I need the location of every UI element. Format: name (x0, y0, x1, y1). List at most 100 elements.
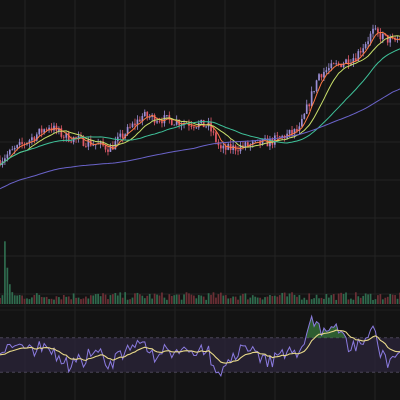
volume-bar (67, 296, 70, 304)
candle (220, 142, 222, 152)
candle (303, 113, 306, 120)
volume-bar (168, 294, 171, 304)
candle (158, 117, 161, 124)
volume-bar (163, 297, 166, 304)
volume-bar (237, 299, 239, 304)
candle (210, 117, 212, 137)
volume-bar (129, 299, 131, 304)
candle (315, 79, 318, 93)
volume-bar (396, 298, 399, 304)
volume-bar (141, 295, 144, 304)
volume-bar (72, 293, 75, 304)
volume-bar (220, 292, 222, 304)
volume-bar (131, 297, 134, 304)
candle (308, 103, 311, 111)
volume-bar (143, 298, 146, 304)
candle (139, 116, 141, 123)
volume-bar (337, 293, 340, 304)
candle (305, 99, 308, 115)
volume-bar (259, 297, 261, 304)
volume-bar (35, 293, 38, 304)
candle (310, 86, 313, 108)
volume-bar (11, 292, 14, 304)
volume-bar (77, 297, 80, 304)
volume-bar (70, 299, 73, 304)
candle (31, 133, 33, 145)
candle (4, 154, 6, 165)
volume-bar (97, 293, 100, 304)
volume-bar (222, 295, 225, 304)
volume-bar (286, 296, 288, 304)
volume-bar (146, 295, 149, 304)
volume-bar (246, 299, 249, 304)
volume-bar (239, 295, 242, 304)
volume-bar (323, 298, 325, 304)
volume-bar (345, 292, 347, 304)
candle (11, 145, 14, 151)
volume-bar (266, 296, 269, 304)
moving-averages (0, 31, 400, 190)
candle (215, 130, 217, 145)
candle (129, 123, 131, 129)
volume-bar (357, 296, 360, 304)
volume-bar (347, 299, 350, 304)
volume-bar (31, 297, 33, 304)
volume-bar (114, 292, 117, 304)
volume-bar (330, 295, 333, 304)
candle (266, 135, 269, 147)
candle (377, 26, 379, 37)
volume-bar (200, 295, 203, 304)
candle (237, 145, 239, 156)
volume-bar (1, 295, 4, 304)
volume-bar (305, 299, 308, 304)
volume-bar (278, 295, 281, 304)
candle (389, 34, 392, 47)
candle (153, 113, 156, 126)
volume-bar (121, 297, 124, 304)
volume-bar (394, 295, 396, 304)
volume-bar (215, 297, 217, 304)
candle (345, 58, 347, 64)
candle (195, 127, 198, 129)
volume-bar (389, 293, 392, 304)
volume-bar (350, 298, 352, 304)
volume-bar (205, 299, 207, 304)
volume-bar (170, 295, 173, 304)
candle (212, 128, 215, 136)
volume-bar (271, 296, 274, 304)
volume-bar (161, 292, 163, 304)
volume-bar (308, 293, 311, 304)
candle (60, 125, 63, 139)
volume-bar (320, 297, 323, 304)
volume-bar (315, 294, 318, 304)
volume-bar (8, 284, 11, 304)
oscillator-line (0, 314, 400, 378)
volume-bar (28, 299, 31, 304)
volume-bar (21, 295, 23, 304)
volume-bar (33, 295, 36, 304)
candle (298, 122, 301, 135)
candle (367, 36, 369, 49)
volume-bar (50, 298, 53, 304)
volume-bar (234, 296, 237, 304)
candle (193, 125, 195, 131)
volume-bar (303, 297, 306, 304)
volume-bar (372, 299, 374, 304)
volume-bar (269, 295, 271, 304)
volume-bar (183, 294, 185, 304)
price-panel (0, 24, 400, 190)
volume-bar (85, 296, 87, 304)
volume-bar (151, 298, 154, 304)
oscillator-panel (0, 314, 400, 378)
volume-bar (384, 297, 387, 304)
volume-bar (92, 295, 95, 304)
volume-bar (80, 299, 82, 304)
candle (359, 47, 362, 57)
candle (354, 53, 357, 62)
candle (141, 113, 144, 126)
volume-bar (180, 299, 183, 304)
volume-bar (0, 298, 1, 304)
volume-bar (62, 295, 65, 304)
candle (332, 62, 335, 65)
